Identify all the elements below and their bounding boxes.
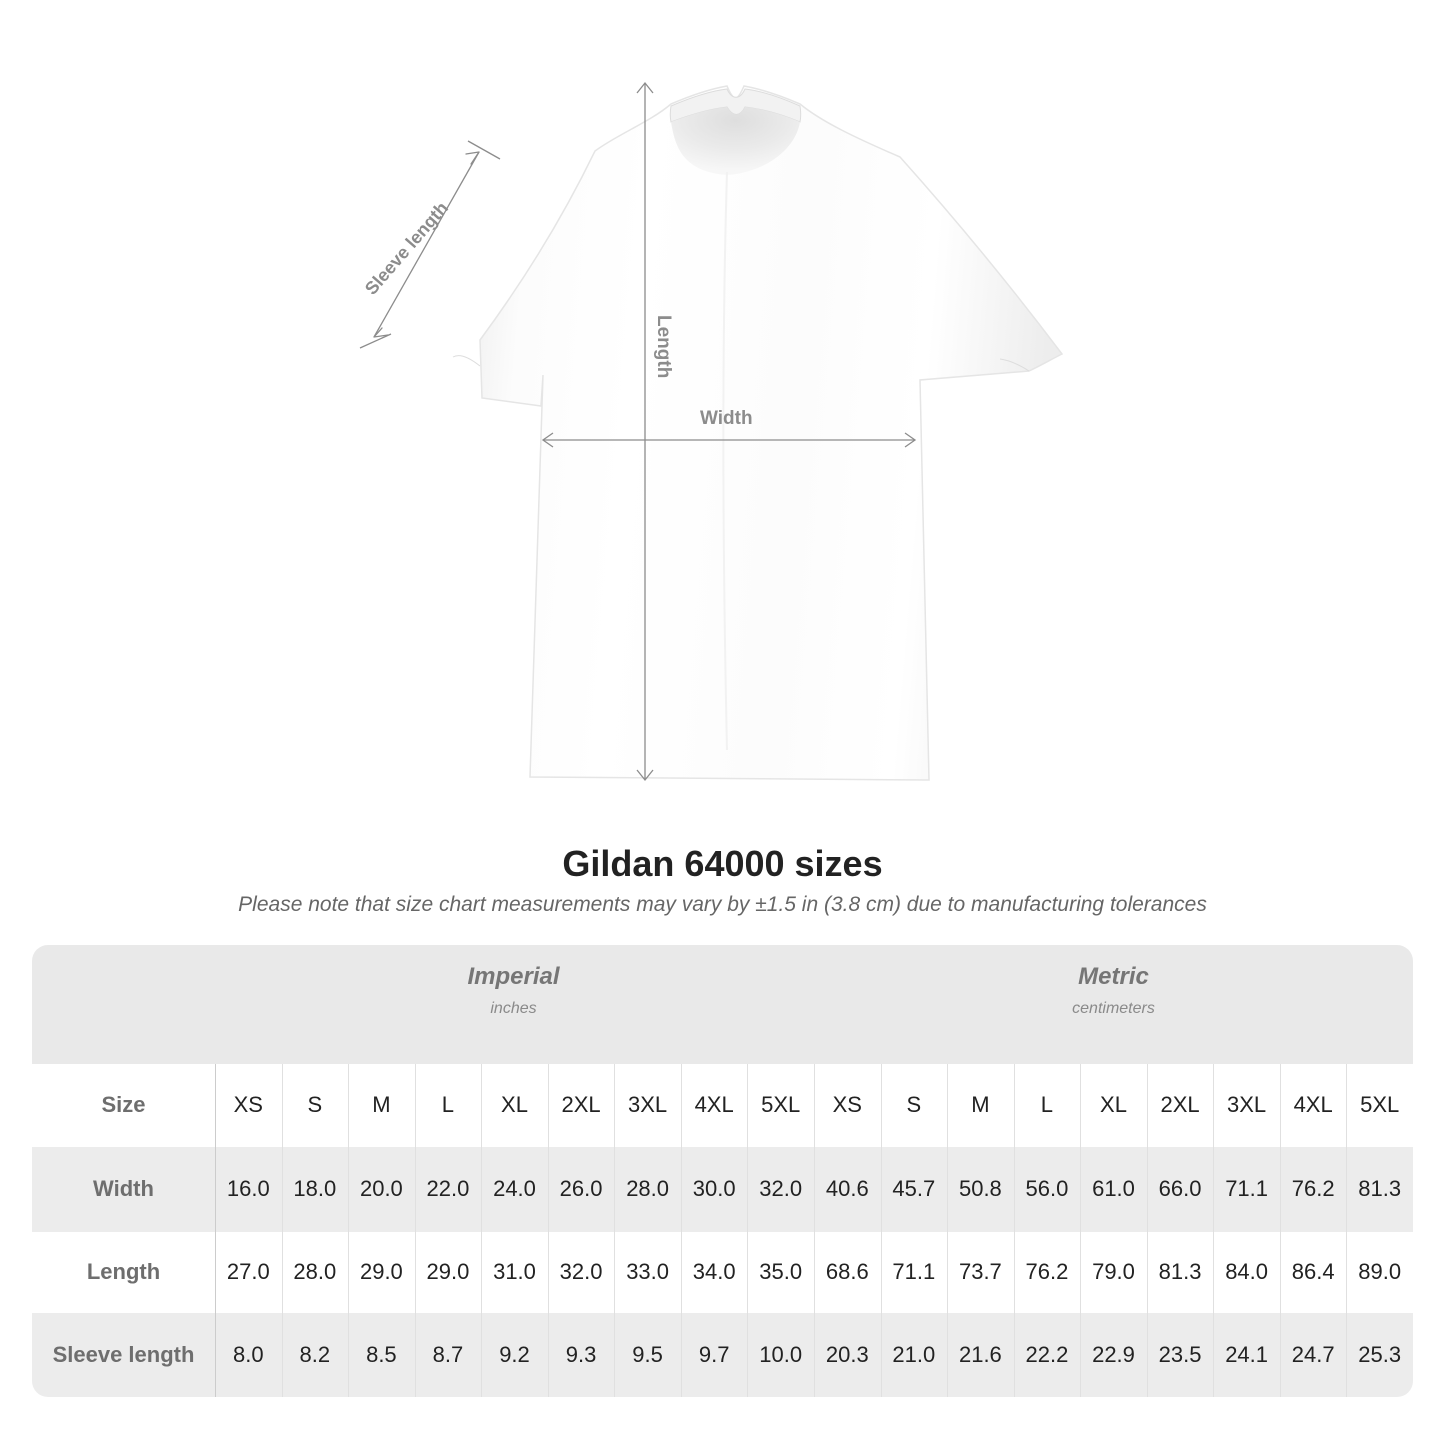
svg-text:Length: Length <box>653 315 674 378</box>
svg-text:Sleeve length: Sleeve length <box>361 198 452 299</box>
svg-text:Width: Width <box>700 408 753 429</box>
